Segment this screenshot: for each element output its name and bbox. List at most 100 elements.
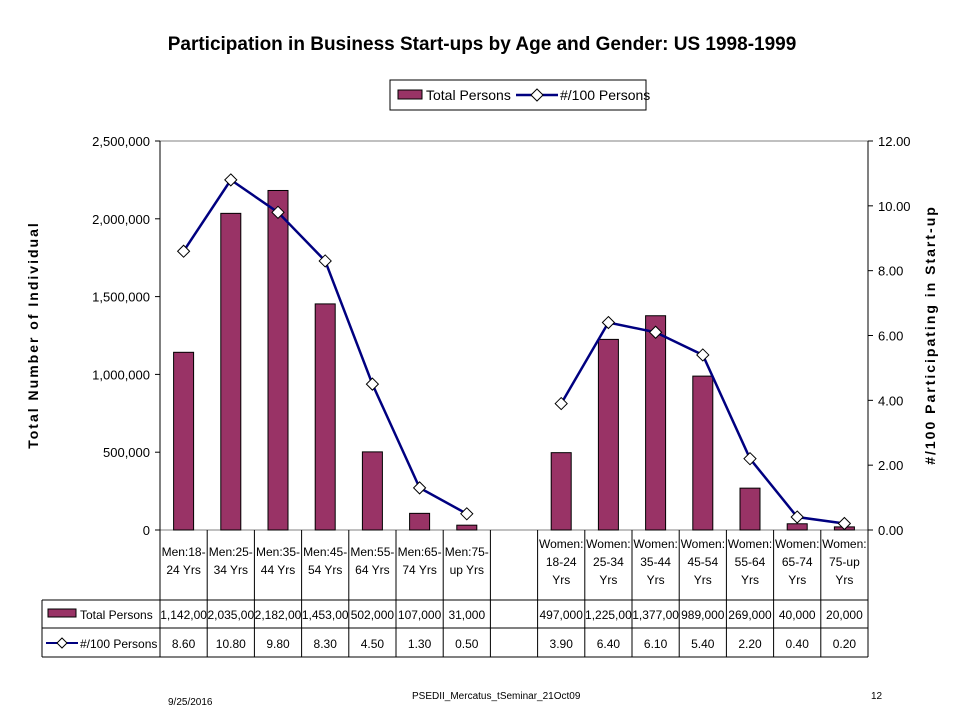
- category-label: 34 Yrs: [214, 563, 248, 577]
- table-cell-bars: 502,000: [351, 608, 395, 622]
- table-cell-line: 8.30: [314, 637, 338, 651]
- table-cell-bars: 497,000: [540, 608, 584, 622]
- chart-title: Participation in Business Start-ups by A…: [168, 34, 797, 55]
- table-marker-line: [56, 637, 68, 649]
- line-point: [790, 510, 804, 524]
- slide-footer: PSEDII_Mercatus_tSeminar_21Oct09: [412, 691, 581, 702]
- category-label: Yrs: [552, 573, 570, 587]
- table-cell-line: 5.40: [691, 637, 715, 651]
- table-cell-bars: 40,000: [779, 608, 816, 622]
- table-cell-line: 9.80: [266, 637, 290, 651]
- table-cell-line: 0.20: [833, 637, 857, 651]
- category-label: Men:45-: [303, 545, 347, 559]
- table-cell-bars: 2,035,00: [207, 608, 254, 622]
- table-cell-bars: 31,000: [448, 608, 485, 622]
- table-cell-bars: 2,182,00: [255, 608, 302, 622]
- category-label: Women:: [633, 537, 677, 551]
- y2-tick-label: 6.00: [878, 329, 903, 344]
- bar: [645, 315, 667, 531]
- y2-tick-label: 8.00: [878, 264, 903, 279]
- y-tick-label: 1,500,000: [92, 290, 150, 305]
- category-label: Women:: [775, 537, 819, 551]
- y2-axis-title: #/100 Participating in Start-up: [922, 205, 938, 465]
- table-cell-bars: 1,225,00: [585, 608, 632, 622]
- table-cell-line: 3.90: [550, 637, 574, 651]
- bar: [409, 512, 431, 531]
- table-cell-line: 6.10: [644, 637, 668, 651]
- category-label: Men:55-: [350, 545, 394, 559]
- line-point: [412, 481, 427, 495]
- category-label: Yrs: [788, 573, 806, 587]
- category-label: Women:: [728, 537, 772, 551]
- category-label: 64 Yrs: [355, 563, 389, 577]
- table-cell-bars: 1,453,00: [302, 608, 349, 622]
- category-label: Men:18-: [162, 545, 206, 559]
- bar: [692, 375, 714, 531]
- table-cell-bars: 269,000: [728, 608, 772, 622]
- bar: [456, 524, 478, 531]
- table-cell-line: 0.50: [455, 637, 479, 651]
- table-cell-bars: 1,377,00: [632, 608, 679, 622]
- line-point: [224, 173, 238, 187]
- y-axis-title: Total Number of Individual: [25, 221, 41, 449]
- table-cell-bars: 989,000: [681, 608, 725, 622]
- category-label: 55-64: [735, 555, 766, 569]
- category-label: Women:: [822, 537, 866, 551]
- y2-tick-label: 4.00: [878, 393, 903, 408]
- category-label: 45-54: [687, 555, 718, 569]
- table-cell-line: 6.40: [597, 637, 621, 651]
- line-point: [460, 507, 474, 521]
- category-label: 65-74: [782, 555, 813, 569]
- page-number: 12: [871, 691, 883, 702]
- category-label: Men:25-: [209, 545, 253, 559]
- category-label: 44 Yrs: [261, 563, 295, 577]
- table-cell-line: 4.50: [361, 637, 385, 651]
- category-label: Yrs: [647, 573, 665, 587]
- table-cell-line: 0.40: [786, 637, 810, 651]
- legend-label-line: #/100 Persons: [560, 87, 650, 103]
- table-swatch-bars: [47, 608, 77, 618]
- category-label: 35-44: [640, 555, 671, 569]
- bar: [267, 189, 289, 531]
- category-label: Women:: [586, 537, 630, 551]
- category-label: Men:65-: [398, 545, 442, 559]
- line-point: [318, 254, 332, 268]
- bar: [220, 212, 242, 531]
- table-cell-bars: 107,000: [398, 608, 442, 622]
- y2-tick-label: 10.00: [878, 199, 911, 214]
- table-cell-line: 2.20: [738, 637, 762, 651]
- category-label: up Yrs: [450, 563, 484, 577]
- plot-area: 2,500,000 2,000,000 1,500,000 1,000,000 500,…: [92, 134, 910, 538]
- category-label: 18-24: [546, 555, 577, 569]
- category-label: 74 Yrs: [402, 563, 436, 577]
- line-point: [176, 244, 191, 258]
- bar: [173, 351, 195, 531]
- table-cell-bars: 20,000: [826, 608, 863, 622]
- line-point: [837, 516, 852, 531]
- category-label: Yrs: [694, 573, 712, 587]
- line-point: [365, 377, 380, 391]
- legend-swatch-bars: [397, 89, 423, 100]
- legend-marker-line: [530, 88, 544, 102]
- category-label: Yrs: [599, 573, 617, 587]
- bar: [550, 452, 572, 531]
- table-row-label-bars: Total Persons: [80, 608, 153, 622]
- y-tick-label: 0: [143, 523, 150, 538]
- table-cell-line: 10.80: [216, 637, 246, 651]
- bar: [786, 523, 808, 531]
- slide-date: 9/25/2016: [168, 697, 213, 708]
- y2-tick-label: 2.00: [878, 458, 903, 473]
- table-row-label-line: #/100 Persons: [80, 637, 157, 651]
- category-label: 54 Yrs: [308, 563, 342, 577]
- category-label: Women:: [681, 537, 725, 551]
- category-label: Yrs: [741, 573, 759, 587]
- category-label: Men:75-: [445, 545, 489, 559]
- table-cell-line: 1.30: [408, 637, 432, 651]
- table-cell-bars: 1,142,00: [160, 608, 207, 622]
- table-cell-line: 8.60: [172, 637, 196, 651]
- category-label: Men:35-: [256, 545, 300, 559]
- bar: [361, 451, 383, 531]
- y2-tick-label: 0.00: [878, 523, 903, 538]
- category-label: 25-34: [593, 555, 624, 569]
- category-label: 24 Yrs: [166, 563, 200, 577]
